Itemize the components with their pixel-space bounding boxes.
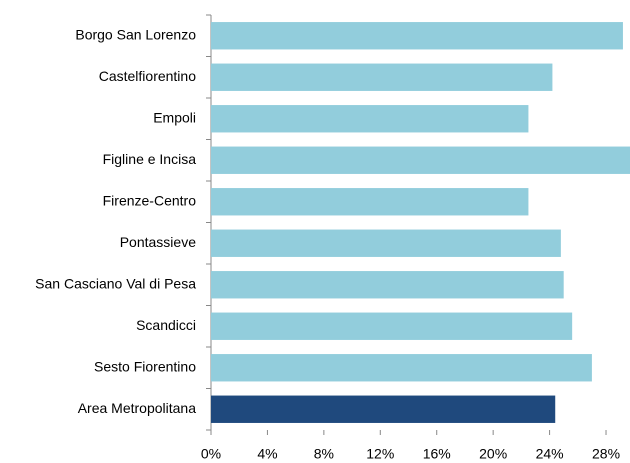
x-tick-label: 16%: [423, 446, 451, 462]
bar: [211, 312, 573, 340]
x-tick-label: 4%: [257, 446, 277, 462]
y-tick-label: Empoli: [153, 109, 196, 125]
y-tick-label: Scandicci: [136, 317, 196, 333]
bar: [211, 395, 556, 423]
bar: [211, 63, 553, 91]
x-tick-label: 20%: [479, 446, 507, 462]
bar: [211, 354, 592, 382]
y-tick-label: Firenze-Centro: [103, 192, 197, 208]
y-tick-label: Borgo San Lorenzo: [75, 26, 196, 42]
bar: [211, 188, 529, 216]
y-tick-label: Area Metropolitana: [78, 400, 197, 416]
bar: [211, 22, 623, 50]
bar: [211, 105, 529, 133]
x-tick-label: 28%: [592, 446, 620, 462]
x-tick-label: 8%: [314, 446, 334, 462]
y-tick-label: Castelfiorentino: [99, 68, 196, 84]
x-tick-label: 0%: [201, 446, 221, 462]
y-tick-label: Figline e Incisa: [103, 151, 197, 167]
y-tick-label: San Casciano Val di Pesa: [35, 275, 196, 291]
bar: [211, 146, 630, 174]
x-tick-label: 24%: [536, 446, 564, 462]
y-tick-label: Pontassieve: [120, 234, 196, 250]
y-tick-label: Sesto Fiorentino: [94, 358, 196, 374]
x-tick-label: 12%: [366, 446, 394, 462]
bar: [211, 271, 564, 299]
bar: [211, 229, 561, 257]
